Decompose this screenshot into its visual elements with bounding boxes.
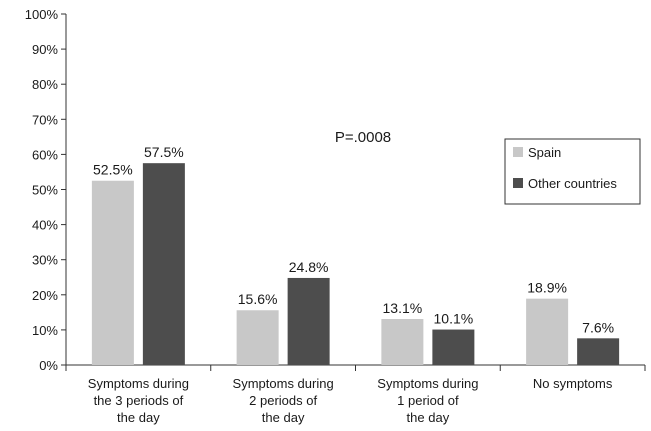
bar [287, 277, 330, 365]
x-tick-label: No symptoms [533, 376, 613, 391]
x-tick-label: Symptoms during 2 periods of the day [233, 376, 334, 425]
legend-swatch [513, 178, 523, 188]
bar [432, 329, 475, 365]
bar [381, 319, 424, 365]
y-tick-label: 70% [32, 112, 58, 127]
chart-axes: 0% 10% 20% 30% 40% 50% 60% 70% 80% 90% 100% Symptom… [25, 7, 646, 425]
bar [91, 180, 134, 365]
bar [526, 298, 569, 365]
legend-swatch [513, 147, 523, 157]
legend-box [504, 138, 641, 205]
chart-legend: Spain Other countries [504, 138, 641, 205]
legend-label: Spain [528, 145, 561, 160]
data-label: 10.1% [434, 311, 474, 327]
y-tick-label: 80% [32, 77, 58, 92]
y-tick-label: 90% [32, 42, 58, 57]
x-tick-label: Symptoms during 1 period of the day [377, 376, 478, 425]
y-tick-label: 40% [32, 218, 58, 233]
x-tick-label: Symptoms during the 3 periods of the day [88, 376, 189, 425]
data-label: 24.8% [289, 259, 329, 275]
y-tick-label: 60% [32, 147, 58, 162]
data-label: 57.5% [144, 144, 184, 160]
bar [236, 310, 279, 365]
data-label: 18.9% [527, 280, 567, 296]
chart-bars: 52.5% 57.5% 15.6% 24.8% 13.1% 10.1% 18.9% 7.6% [91, 144, 620, 365]
bar [577, 338, 620, 365]
y-tick-label: 30% [32, 253, 58, 268]
y-tick-label: 0% [39, 358, 58, 373]
y-tick-label: 10% [32, 323, 58, 338]
y-tick-label: 20% [32, 288, 58, 303]
y-tick-label: 50% [32, 183, 58, 198]
data-label: 13.1% [383, 300, 423, 316]
bar [142, 163, 185, 365]
y-tick-label: 100% [25, 7, 59, 22]
data-label: 52.5% [93, 162, 133, 178]
p-value-annotation: P=.0008 [335, 129, 391, 146]
data-label: 15.6% [238, 291, 278, 307]
data-label: 7.6% [582, 319, 614, 335]
legend-label: Other countries [528, 176, 617, 191]
